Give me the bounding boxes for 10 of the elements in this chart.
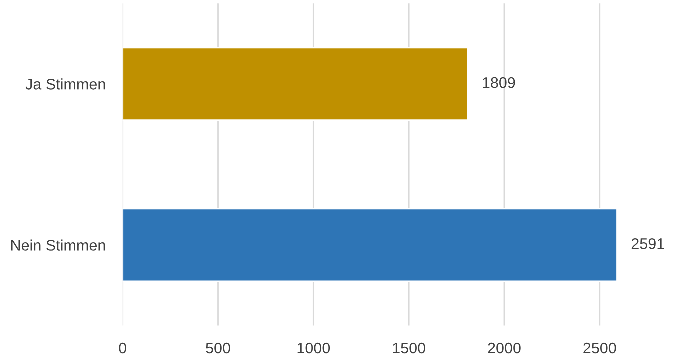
x-tick-label: 2500: [584, 342, 616, 354]
x-tick-label: 1500: [393, 342, 426, 354]
x-tick-label: 1000: [298, 342, 330, 354]
x-tick-label: 500: [206, 342, 230, 354]
data-label: 2591: [632, 238, 664, 250]
y-tick-label: Ja Stimmen: [26, 78, 106, 90]
y-tick-label: Nein Stimmen: [12, 240, 106, 251]
x-tick-label: 0: [119, 342, 126, 354]
x-tick-label: 2000: [488, 342, 521, 354]
data-label: 1809: [483, 77, 516, 88]
